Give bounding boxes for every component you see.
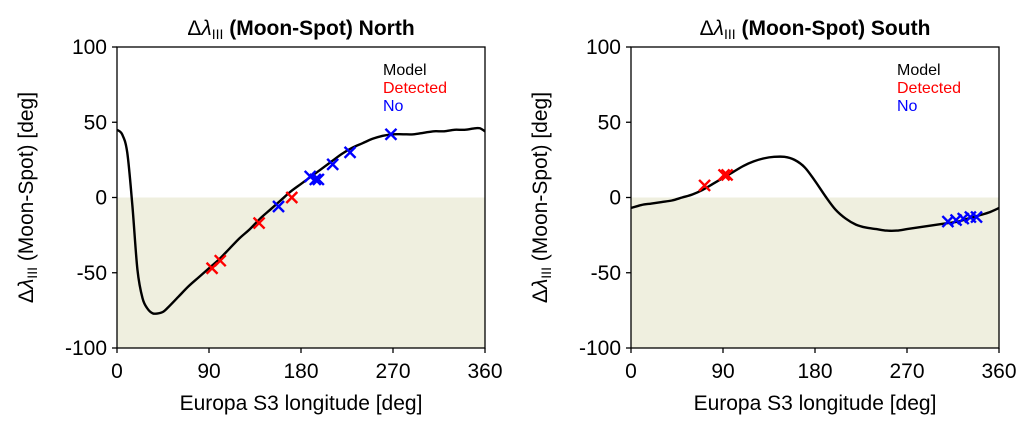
x-axis-label: Europa S3 longitude [deg] xyxy=(180,392,423,415)
chart-panel: 0 90 180 270 360 100 50 0 -50 -100 Europa S3 longi… xyxy=(529,17,1017,415)
no-detection-marker xyxy=(272,200,285,213)
y-tick-label: -100 xyxy=(65,337,107,360)
no-detection-marker xyxy=(312,173,325,186)
no-detection-marker xyxy=(970,210,983,224)
y-tick-label: -50 xyxy=(77,262,107,285)
y-axis-label: ΔλIII (Moon-Spot) [deg] xyxy=(529,92,554,303)
y-tick-label: 0 xyxy=(95,187,107,210)
no-detection-marker xyxy=(343,146,357,159)
y-tick-label: 100 xyxy=(586,36,621,59)
chart-title: ΔλIII (Moon-Spot) North xyxy=(187,17,414,42)
x-tick-label: 0 xyxy=(111,360,123,383)
no-detection-marker xyxy=(308,173,322,186)
y-axis-label: ΔλIII (Moon-Spot) [deg] xyxy=(15,92,40,303)
detected-marker xyxy=(717,168,731,182)
detected-marker xyxy=(213,254,227,268)
x-tick-label: 360 xyxy=(981,360,1016,383)
detected-marker xyxy=(285,191,299,204)
legend-entry: Model xyxy=(383,62,427,79)
chart-panel: 0 90 180 270 360 100 50 0 -50 -100 Europa S3 longi… xyxy=(15,17,503,415)
x-tick-label: 180 xyxy=(283,360,318,383)
y-tick-label: -100 xyxy=(579,337,621,360)
chart-title: ΔλIII (Moon-Spot) South xyxy=(700,17,931,42)
x-tick-label: 180 xyxy=(797,360,832,383)
model-line xyxy=(631,155,999,232)
no-detection-marker xyxy=(326,158,340,171)
x-tick-label: 360 xyxy=(467,360,502,383)
shaded-region xyxy=(117,197,485,348)
y-tick-label: 50 xyxy=(598,111,621,134)
x-tick-label: 90 xyxy=(711,360,734,383)
y-tick-label: 0 xyxy=(609,187,621,210)
legend-entry: Model xyxy=(897,62,941,79)
legend-entry: No xyxy=(897,98,918,115)
x-tick-label: 0 xyxy=(625,360,637,383)
detected-marker xyxy=(252,216,266,230)
legend-entry: Detected xyxy=(383,80,447,97)
detected-marker xyxy=(698,179,711,192)
y-tick-label: 50 xyxy=(84,111,107,134)
x-tick-label: 270 xyxy=(375,360,410,383)
no-detection-marker xyxy=(384,127,398,141)
legend-entry: No xyxy=(383,98,404,115)
x-tick-label: 90 xyxy=(197,360,220,383)
model-line xyxy=(117,126,485,315)
x-tick-label: 270 xyxy=(889,360,924,383)
legend-entry: Detected xyxy=(897,80,961,97)
y-tick-label: -50 xyxy=(591,262,621,285)
shaded-region xyxy=(631,197,999,348)
x-axis-label: Europa S3 longitude [deg] xyxy=(694,392,937,415)
detected-marker xyxy=(720,168,734,182)
y-tick-label: 100 xyxy=(72,36,107,59)
